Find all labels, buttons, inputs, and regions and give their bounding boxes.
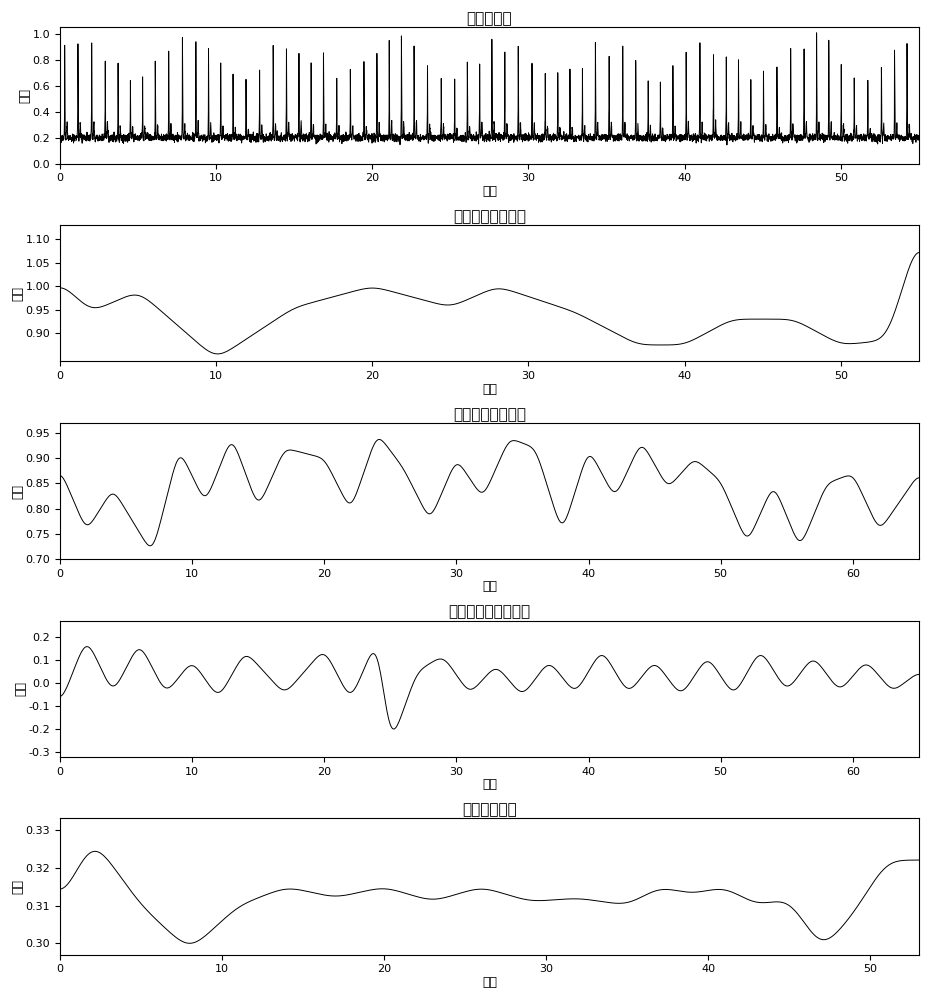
Y-axis label: 幅度: 幅度 [11,286,24,301]
X-axis label: 时间: 时间 [482,185,497,198]
Y-axis label: 幅度: 幅度 [11,879,24,894]
Title: 脉搏幅度变化率特征: 脉搏幅度变化率特征 [448,604,530,619]
X-axis label: 时间: 时间 [482,580,497,593]
X-axis label: 时间: 时间 [482,778,497,791]
Y-axis label: 幅度: 幅度 [11,484,24,499]
X-axis label: 时间: 时间 [482,383,497,396]
Title: 主波波峰包络特征: 主波波峰包络特征 [453,209,526,224]
Y-axis label: 幅度: 幅度 [14,681,27,696]
Title: 脉搏周期变化特征: 脉搏周期变化特征 [453,407,526,422]
Title: 原始脉搏波: 原始脉搏波 [467,11,512,26]
Y-axis label: 幅度: 幅度 [18,88,31,103]
Title: 脉搏低频特征: 脉搏低频特征 [462,802,517,817]
X-axis label: 时间: 时间 [482,976,497,989]
